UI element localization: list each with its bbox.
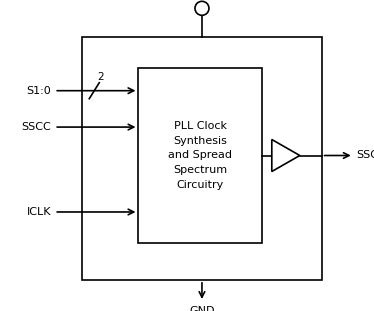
Bar: [82, 37, 322, 280]
Circle shape: [195, 1, 209, 15]
Text: SSCLK: SSCLK: [357, 151, 374, 160]
Text: SSCC: SSCC: [22, 122, 51, 132]
Polygon shape: [272, 140, 300, 171]
Text: GND: GND: [189, 306, 215, 311]
Text: S1:0: S1:0: [27, 86, 51, 96]
Text: PLL Clock
Synthesis
and Spread
Spectrum
Circuitry: PLL Clock Synthesis and Spread Spectrum …: [168, 121, 232, 190]
Text: ICLK: ICLK: [27, 207, 51, 217]
Bar: [138, 68, 262, 243]
Text: 2: 2: [97, 72, 104, 82]
